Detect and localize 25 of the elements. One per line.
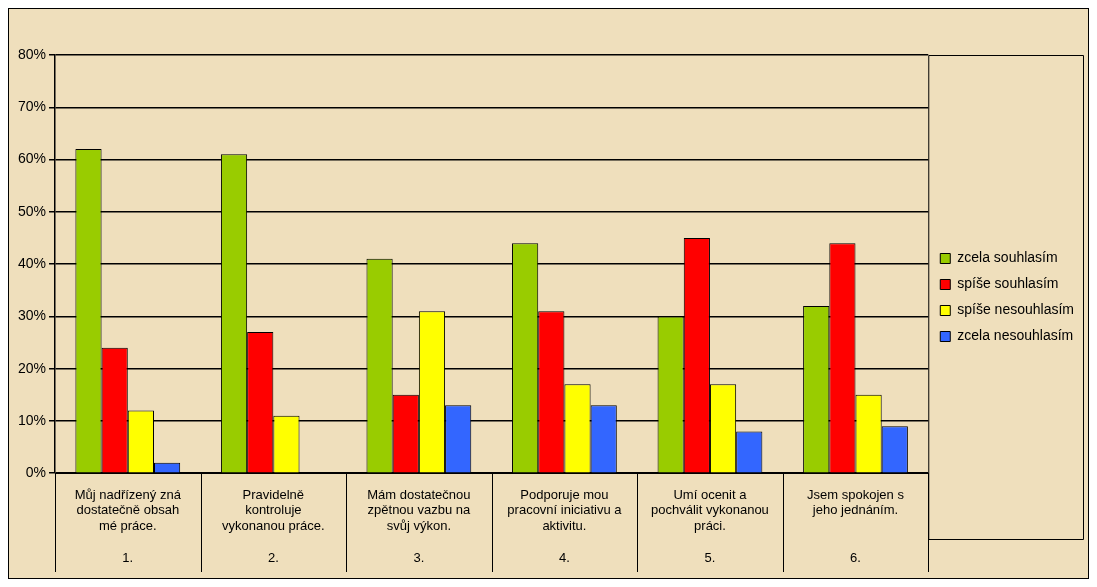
legend-label: spíše nesouhlasím — [957, 301, 1074, 318]
legend-label: spíše souhlasím — [957, 275, 1059, 292]
legend-label: zcela nesouhlasím — [957, 327, 1074, 344]
legend-label: zcela souhlasím — [957, 249, 1058, 266]
y-tick-label: 70% — [17, 98, 47, 115]
text: 4. — [558, 549, 570, 565]
y-tick-label: 80% — [17, 45, 47, 62]
text: 5. — [704, 549, 716, 565]
x-tick-label: Pravidelně kontroluje vykonanou práce. — [222, 486, 325, 533]
y-tick-label: 0% — [25, 464, 47, 481]
y-tick-label: 60% — [17, 150, 47, 167]
text: 2. — [267, 549, 279, 565]
y-tick-label: 10% — [17, 411, 47, 428]
y-tick-label: 40% — [17, 254, 47, 271]
x-tick-label: Umí ocenit a pochválit vykonanou práci. — [651, 486, 769, 533]
y-tick-label: 50% — [17, 202, 47, 219]
x-tick-label: Mám dostatečnou zpětnou vazbu na svůj výkon. — [367, 486, 471, 533]
text: 3. — [413, 549, 425, 565]
x-tick-label: Jsem spokojen s jeho jednáním. — [807, 486, 905, 518]
x-tick-label: Můj nadřízený zná dostatečně obsah mé práce. — [74, 486, 182, 533]
x-tick-label: Podporuje mou pracovní iniciativu a aktivitu. — [507, 486, 623, 533]
y-tick-label: 20% — [17, 359, 47, 376]
text: 6. — [850, 549, 861, 565]
y-tick-label: 30% — [17, 307, 47, 324]
text: 1. — [122, 549, 134, 565]
